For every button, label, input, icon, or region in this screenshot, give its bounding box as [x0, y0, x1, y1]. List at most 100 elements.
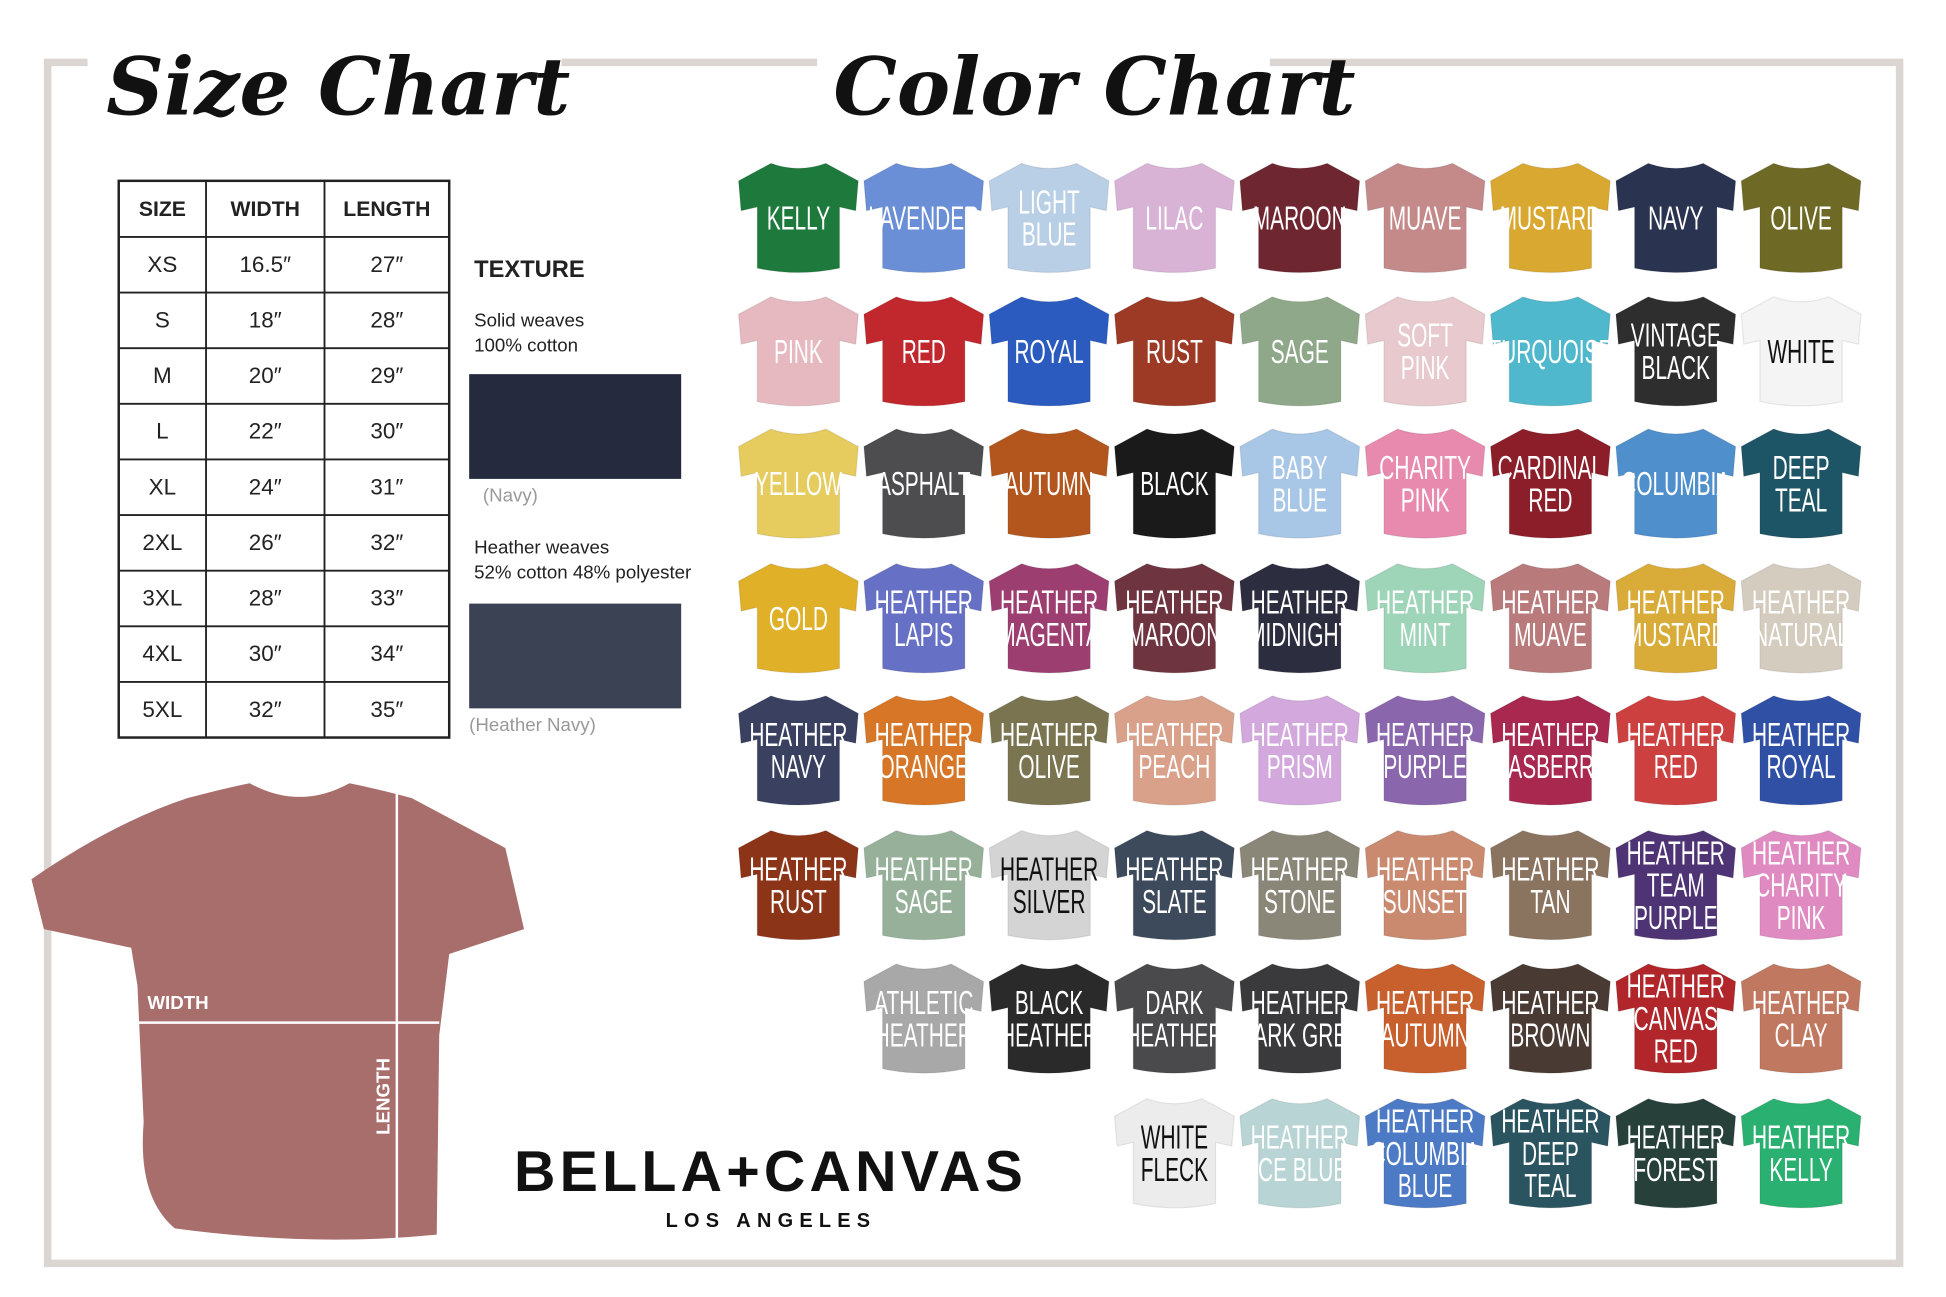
color-swatch: MUSTARD	[1489, 162, 1611, 274]
color-swatch: TURQUOISE	[1488, 296, 1612, 407]
shirt-label: CANVAS	[1634, 1000, 1718, 1037]
shirt-label: RED	[1528, 481, 1572, 518]
shirt-label: HEATHER	[1752, 584, 1850, 621]
shirt-label: PINK	[774, 333, 823, 370]
table-cell: 26″	[249, 530, 282, 555]
shirt	[1615, 162, 1737, 274]
shirt	[1489, 162, 1611, 274]
width-label: WIDTH	[147, 992, 208, 1013]
color-swatch: GOLD	[737, 563, 859, 674]
shirt-label: HEATHER	[1627, 834, 1725, 871]
shirt-label: DARK	[1145, 984, 1203, 1021]
shirt-label: SOFT	[1397, 317, 1453, 354]
shirt-label: HEATHER	[1501, 716, 1599, 753]
color-swatch: BLACK	[1113, 428, 1235, 539]
shirt-label: HEATHER	[875, 1016, 973, 1053]
table-cell: 3XL	[142, 586, 182, 611]
shirt-label: HEATHER	[1000, 850, 1098, 887]
shirt	[1113, 1098, 1235, 1209]
shirt-label: SLATE	[1142, 883, 1207, 920]
texture-panel: TEXTURE Solid weaves 100% cotton (Navy) Heat…	[469, 257, 691, 735]
shirt-label: HEATHER	[1501, 584, 1599, 621]
shirt-label: FLECK	[1141, 1151, 1208, 1188]
shirt	[1740, 428, 1862, 539]
shirt-label: HEATHER	[1251, 984, 1349, 1021]
shirt	[1489, 695, 1611, 806]
color-swatch: RUST	[1113, 296, 1235, 407]
table-cell: 32″	[249, 697, 282, 722]
shirt-label: HEATHER	[1376, 850, 1474, 887]
shirt-label: FOREST	[1633, 1151, 1718, 1188]
shirt	[1615, 829, 1737, 941]
shirt	[1239, 829, 1361, 941]
shirt-label: OLIVE	[1018, 748, 1079, 785]
shirt-label: MAROON	[1127, 616, 1221, 653]
shirt-label: HEATHER	[1752, 834, 1850, 871]
table-cell: 34″	[370, 641, 403, 666]
shirt	[1364, 695, 1486, 806]
table-cell: 24″	[249, 474, 282, 499]
table-cell: XL	[149, 474, 176, 499]
shirt	[1364, 829, 1486, 941]
shirt-label: LAVENDER	[868, 199, 979, 236]
table-cell: 28″	[370, 307, 403, 332]
table-cell: 20″	[249, 363, 282, 388]
color-swatch: PINK	[737, 296, 859, 407]
size-chart-title: Size Chart	[106, 40, 570, 134]
shirt-label: HEATHER	[1752, 1119, 1850, 1156]
shirt	[1740, 296, 1862, 407]
table-cell: 31″	[370, 474, 403, 499]
shirt	[863, 829, 985, 941]
shirt-label: MUAVE	[1514, 616, 1587, 653]
table-cell: 5XL	[142, 697, 182, 722]
table-cell: S	[155, 307, 170, 332]
shirt-label: BABY	[1272, 449, 1328, 486]
shirt-label: HEATHER	[1000, 716, 1098, 753]
shirt	[1489, 563, 1611, 674]
shirt	[1239, 296, 1361, 407]
shirt	[863, 296, 985, 407]
color-swatch: LAVENDER	[863, 162, 985, 274]
color-swatch: MAROON	[1239, 162, 1361, 274]
shirt-label: VINTAGE	[1631, 317, 1721, 354]
texture-caption: (Navy)	[483, 484, 538, 505]
shirt	[1239, 1098, 1361, 1209]
shirt-label: BLUE	[1022, 216, 1077, 253]
shirt	[1113, 829, 1235, 941]
shirt	[1364, 1098, 1486, 1209]
shirt-label: HEATHER	[1501, 850, 1599, 887]
shirt-label: RED	[1654, 1032, 1698, 1069]
shirt	[1364, 296, 1486, 407]
shirt-label: PURPLE	[1383, 748, 1466, 785]
shirt	[863, 695, 985, 806]
shirt	[1615, 695, 1737, 806]
shirt	[1113, 963, 1235, 1074]
shirt-label: HEATHER	[1000, 584, 1098, 621]
color-swatch: SAGE	[1239, 296, 1361, 407]
shirt-label: BLUE	[1272, 481, 1327, 518]
color-swatch: OLIVE	[1740, 162, 1862, 274]
shirt	[1113, 563, 1235, 674]
shirt-label: AUTUMN	[1380, 1016, 1469, 1053]
shirt-label: CLAY	[1775, 1016, 1828, 1053]
shirt-label: NATURAL	[1753, 616, 1849, 653]
shirt-label: ICE BLUE	[1252, 1151, 1347, 1188]
shirt-label: BLACK	[1642, 349, 1711, 386]
shirt-label: SUNSET	[1383, 883, 1468, 920]
shirt-label: LILAC	[1145, 199, 1203, 236]
